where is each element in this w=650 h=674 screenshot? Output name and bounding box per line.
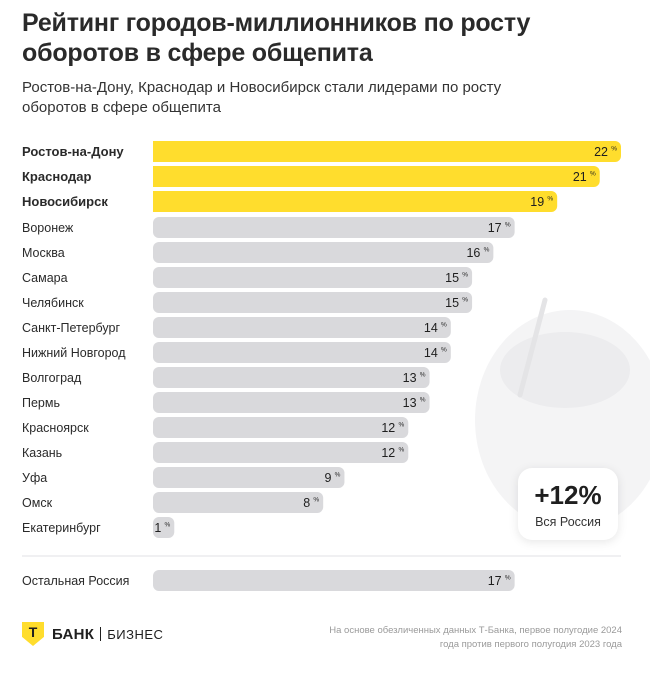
bar-12	[153, 442, 409, 463]
value-label-10: 13	[403, 396, 417, 410]
value-unit-6: %	[462, 297, 468, 304]
category-label-13: Уфа	[22, 471, 47, 485]
value-label-4: 16	[466, 246, 480, 260]
tbank-shield-icon: Т	[22, 622, 44, 646]
bar-15	[153, 517, 175, 538]
category-label-3: Воронеж	[22, 221, 74, 235]
value-label-11: 12	[381, 421, 395, 435]
value-unit-3: %	[505, 222, 511, 229]
value-unit-11: %	[398, 422, 404, 429]
category-label-10: Пермь	[22, 396, 60, 410]
category-label-11: Красноярск	[22, 421, 89, 435]
category-label-2: Новосибирск	[22, 194, 108, 209]
total-russia-card: +12% Вся Россия	[518, 468, 618, 540]
brand-name: БАНК	[52, 625, 95, 643]
brand-sub: БИЗНЕС	[107, 626, 164, 642]
bar-2	[153, 191, 558, 212]
bar-6	[153, 292, 473, 313]
category-label-7: Санкт-Петербург	[22, 321, 120, 335]
total-value: +12%	[534, 480, 602, 510]
value-unit-12: %	[398, 447, 404, 454]
value-unit-9: %	[420, 372, 426, 379]
value-label-1: 21	[573, 170, 587, 184]
value-label-2: 19	[530, 195, 544, 209]
value-unit-10: %	[420, 397, 426, 404]
value-label-12: 12	[381, 446, 395, 460]
value-label-rest: 17	[488, 574, 502, 588]
value-unit-13: %	[335, 472, 341, 479]
value-label-0: 22	[594, 145, 608, 159]
bar-rest	[153, 570, 515, 591]
value-label-9: 13	[403, 371, 417, 385]
value-unit-1: %	[590, 171, 596, 178]
value-unit-14: %	[313, 497, 319, 504]
category-label-5: Самара	[22, 271, 68, 285]
bar-chart: Ростов-на-Дону 22 % Краснодар 21 % Новосибирск…	[22, 141, 650, 591]
value-label-8: 14	[424, 346, 438, 360]
chart-title: Рейтинг городов-миллионников по росту об…	[22, 9, 531, 67]
value-label-15: 1	[154, 521, 161, 535]
value-label-3: 17	[488, 221, 502, 235]
bar-1	[153, 166, 600, 187]
source-footnote: На основе обезличенных данных Т-Банка, п…	[329, 625, 622, 650]
category-label-1: Краснодар	[22, 169, 91, 184]
value-unit-7: %	[441, 322, 447, 329]
category-label-12: Казань	[22, 446, 62, 460]
bar-3	[153, 217, 515, 238]
value-unit-15: %	[164, 522, 170, 529]
bar-7	[153, 317, 451, 338]
category-label-rest: Остальная Россия	[22, 574, 129, 588]
category-label-8: Нижний Новгород	[22, 346, 126, 360]
bar-8	[153, 342, 451, 363]
value-label-5: 15	[445, 271, 459, 285]
value-unit-8: %	[441, 347, 447, 354]
category-label-0: Ростов-на-Дону	[22, 144, 124, 159]
category-label-6: Челябинск	[22, 296, 84, 310]
bar-13	[153, 467, 345, 488]
value-label-6: 15	[445, 296, 459, 310]
bar-4	[153, 242, 494, 263]
value-unit-2: %	[547, 196, 553, 203]
bar-9	[153, 367, 430, 388]
value-unit-0: %	[611, 146, 617, 153]
bar-5	[153, 267, 473, 288]
bar-0	[153, 141, 621, 162]
value-unit-4: %	[484, 247, 490, 254]
brand-separator	[100, 627, 102, 641]
value-unit-rest: %	[505, 575, 511, 582]
bar-11	[153, 417, 409, 438]
category-label-9: Волгоград	[22, 371, 82, 385]
category-label-4: Москва	[22, 246, 65, 260]
value-label-7: 14	[424, 321, 438, 335]
bar-14	[153, 492, 324, 513]
value-unit-5: %	[462, 272, 468, 279]
category-label-15: Екатеринбург	[22, 521, 101, 535]
value-label-13: 9	[325, 471, 332, 485]
bar-10	[153, 392, 430, 413]
chart-subtitle: Ростов-на-Дону, Краснодар и Новосибирск …	[22, 79, 502, 116]
category-label-14: Омск	[22, 496, 53, 510]
value-label-14: 8	[303, 496, 310, 510]
brand-logo-block: Т БАНК БИЗНЕС	[22, 622, 163, 646]
total-label: Вся Россия	[535, 515, 601, 529]
